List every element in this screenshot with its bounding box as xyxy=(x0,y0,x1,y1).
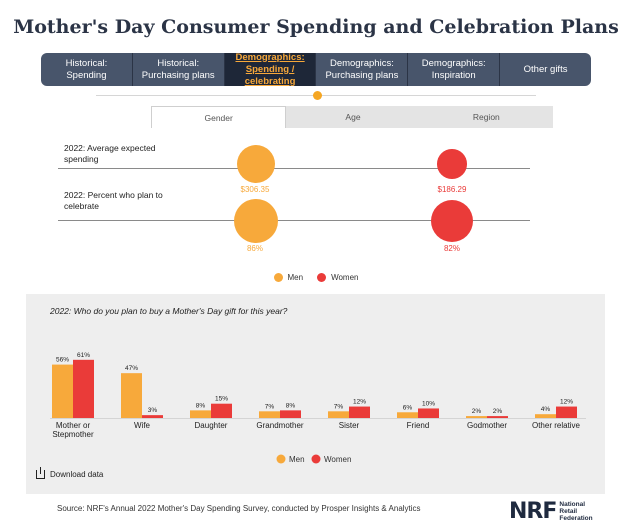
category-label-0: Stepmother xyxy=(52,430,94,439)
chart-question: 2022: Who do you plan to buy a Mother's … xyxy=(50,306,288,316)
bar-legend-men-swatch xyxy=(276,454,286,464)
bubble-row-line-celebrate xyxy=(58,220,530,221)
bar-label-women-0: 61% xyxy=(77,352,90,359)
bubble-value-men-celebrate: 86% xyxy=(246,244,263,253)
bubble-row-label-spending: 2022: Average expected spending xyxy=(64,143,156,164)
bar-women-2[interactable] xyxy=(211,403,232,418)
bubble-row-line-spending xyxy=(58,168,530,169)
bar-women-6[interactable] xyxy=(487,416,508,418)
bar-label-men-3: 7% xyxy=(265,403,275,410)
bubble-women-spending[interactable] xyxy=(437,149,467,179)
nav-tab-5[interactable]: Other gifts xyxy=(523,63,568,75)
bar-legend-women-label: Women xyxy=(324,455,351,464)
bubble-men-spending[interactable] xyxy=(237,145,275,183)
category-label-2: Daughter xyxy=(195,421,228,430)
bubble-row-label-celebrate: 2022: Percent who plan to celebrate xyxy=(64,190,163,211)
bar-women-3[interactable] xyxy=(280,410,301,418)
bubble-value-women-spending: $186.29 xyxy=(437,185,467,194)
bar-men-1[interactable] xyxy=(121,373,142,418)
bar-label-men-0: 56% xyxy=(56,357,69,364)
bar-label-women-3: 8% xyxy=(286,402,296,409)
slider-indicator[interactable] xyxy=(313,91,322,100)
bar-label-women-1: 3% xyxy=(148,407,158,414)
category-label-6: Godmother xyxy=(467,421,507,430)
download-data-button[interactable]: Download data xyxy=(36,467,104,479)
nav-tab-1[interactable]: Historical: Purchasing plans xyxy=(133,53,225,86)
bar-label-men-4: 7% xyxy=(334,403,344,410)
bar-men-4[interactable] xyxy=(328,411,349,418)
segment-tab-region[interactable]: Region xyxy=(472,112,500,122)
bar-label-women-6: 2% xyxy=(493,408,503,415)
bar-label-women-4: 12% xyxy=(353,399,366,406)
legend-women[interactable]: Women xyxy=(317,273,358,282)
bubble-legend: Men Women xyxy=(0,273,632,282)
nav-tab-4[interactable]: Demographics: Inspiration xyxy=(408,53,501,86)
category-label-4: Sister xyxy=(339,421,360,430)
bar-legend-men-label: Men xyxy=(289,455,305,464)
nav-tab-0[interactable]: Historical: Spending xyxy=(41,53,133,86)
page-title: Mother's Day Consumer Spending and Celeb… xyxy=(13,16,619,38)
category-label-5: Friend xyxy=(407,421,430,430)
nrf-logo: NRF National Retail Federation xyxy=(509,499,593,524)
nrf-logo-text: National Retail Federation xyxy=(559,501,593,522)
bar-men-7[interactable] xyxy=(535,414,556,418)
legend-men-swatch xyxy=(273,273,283,282)
legend-men-label: Men xyxy=(287,273,304,282)
bar-men-5[interactable] xyxy=(397,412,418,418)
bar-label-women-7: 12% xyxy=(560,399,573,406)
legend-women-swatch xyxy=(317,273,327,282)
bubble-value-men-spending: $306.35 xyxy=(240,185,270,194)
nav-tab-2[interactable]: Demographics: Spending / celebrating xyxy=(224,53,317,86)
legend-women-label: Women xyxy=(331,273,359,282)
gift-recipient-panel: 2022: Who do you plan to buy a Mother's … xyxy=(26,294,605,494)
bar-women-4[interactable] xyxy=(349,406,370,418)
bar-legend-women-swatch xyxy=(311,454,321,464)
bubble-women-celebrate[interactable] xyxy=(430,199,474,243)
bar-women-5[interactable] xyxy=(418,408,439,418)
nav-tab-3[interactable]: Demographics: Purchasing plans xyxy=(316,53,409,86)
bar-women-0[interactable] xyxy=(73,359,94,418)
bar-men-0[interactable] xyxy=(52,364,73,418)
bar-label-women-2: 15% xyxy=(215,396,228,403)
segment-tab-age[interactable]: Age xyxy=(345,112,361,122)
source-note: Source: NRF's Annual 2022 Mother's Day S… xyxy=(57,504,421,513)
segment-tab-gender[interactable]: Gender xyxy=(151,106,287,128)
bar-women-1[interactable] xyxy=(142,415,163,418)
bar-men-3[interactable] xyxy=(259,411,280,418)
legend-men[interactable]: Men xyxy=(273,273,304,282)
demographic-segment-tabs: Gender Age Region xyxy=(151,106,553,128)
bar-label-men-5: 6% xyxy=(403,404,413,411)
category-label-1: Wife xyxy=(134,421,151,430)
bar-men-6[interactable] xyxy=(466,416,487,418)
bubble-value-women-celebrate: 82% xyxy=(443,244,460,253)
download-icon xyxy=(36,467,45,479)
download-data-label: Download data xyxy=(50,470,104,479)
category-label-3: Grandmother xyxy=(256,421,303,430)
bar-label-women-5: 10% xyxy=(422,400,435,407)
bar-women-7[interactable] xyxy=(556,406,577,418)
nrf-logo-mark: NRF xyxy=(509,499,557,524)
bar-label-men-7: 4% xyxy=(541,406,551,413)
bar-label-men-6: 2% xyxy=(472,408,482,415)
nav-tabs: Historical: Spending Historical: Purchasi… xyxy=(41,53,591,86)
bubble-men-celebrate[interactable] xyxy=(234,199,278,243)
category-label-7: Other relative xyxy=(532,421,581,430)
bar-label-men-1: 47% xyxy=(125,365,138,372)
category-label-0: Mother or xyxy=(56,421,91,430)
bar-men-2[interactable] xyxy=(190,410,211,418)
bar-label-men-2: 8% xyxy=(196,402,206,409)
